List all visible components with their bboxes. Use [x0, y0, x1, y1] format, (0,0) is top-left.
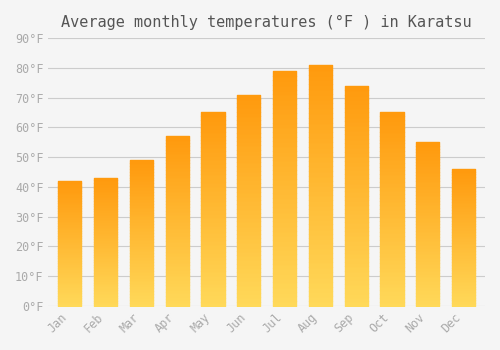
Title: Average monthly temperatures (°F ) in Karatsu: Average monthly temperatures (°F ) in Ka… — [62, 15, 472, 30]
Bar — [58, 181, 82, 306]
Bar — [273, 71, 296, 306]
Bar — [166, 136, 189, 306]
Bar — [380, 112, 404, 306]
Bar — [452, 169, 475, 306]
Bar — [237, 94, 260, 306]
Bar — [94, 178, 118, 306]
Bar — [308, 65, 332, 306]
Bar — [344, 86, 368, 306]
Bar — [130, 160, 153, 306]
Bar — [202, 112, 224, 306]
Bar — [416, 142, 440, 306]
